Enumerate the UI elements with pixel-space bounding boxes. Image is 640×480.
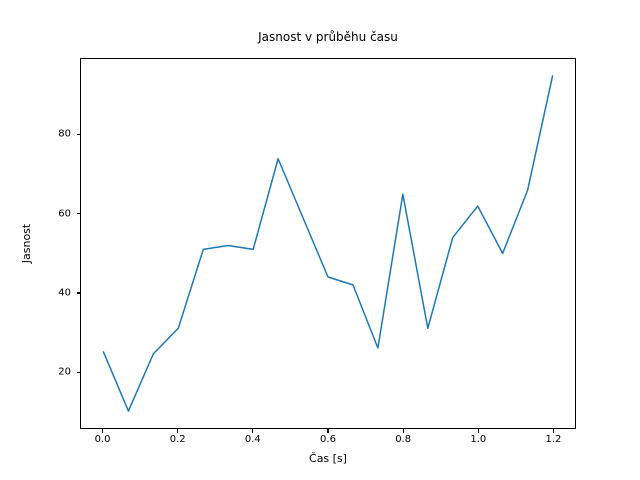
x-tick-label: 0.4 [244, 434, 261, 445]
x-tick-label: 0.8 [395, 434, 412, 445]
x-tick-mark [252, 429, 254, 433]
x-tick-label: 0.6 [320, 434, 336, 445]
data-line [103, 76, 552, 411]
y-tick-mark [76, 292, 80, 294]
y-tick-label: 80 [58, 128, 71, 140]
x-tick-label: 1.2 [545, 434, 562, 445]
x-tick-mark [327, 429, 329, 433]
y-tick-label: 60 [58, 208, 71, 220]
x-axis-label: Čas [s] [309, 452, 347, 465]
plot-axes [80, 58, 576, 429]
y-tick-mark [76, 371, 80, 373]
x-tick-mark [552, 429, 554, 433]
y-tick-label: 20 [58, 366, 71, 378]
x-tick-label: 1.0 [470, 434, 487, 445]
y-tick-label: 40 [58, 287, 71, 299]
y-tick-mark [76, 133, 80, 136]
x-tick-mark [402, 429, 404, 433]
x-tick-label: 0.2 [169, 434, 186, 445]
y-tick-mark [76, 213, 80, 215]
x-tick-label: 0.0 [94, 434, 111, 445]
x-tick-mark [101, 429, 104, 433]
x-tick-mark [177, 429, 179, 433]
x-tick-mark [477, 429, 479, 433]
line-series-svg [81, 59, 575, 428]
chart-title: Jasnost v průběhu času [258, 30, 398, 44]
